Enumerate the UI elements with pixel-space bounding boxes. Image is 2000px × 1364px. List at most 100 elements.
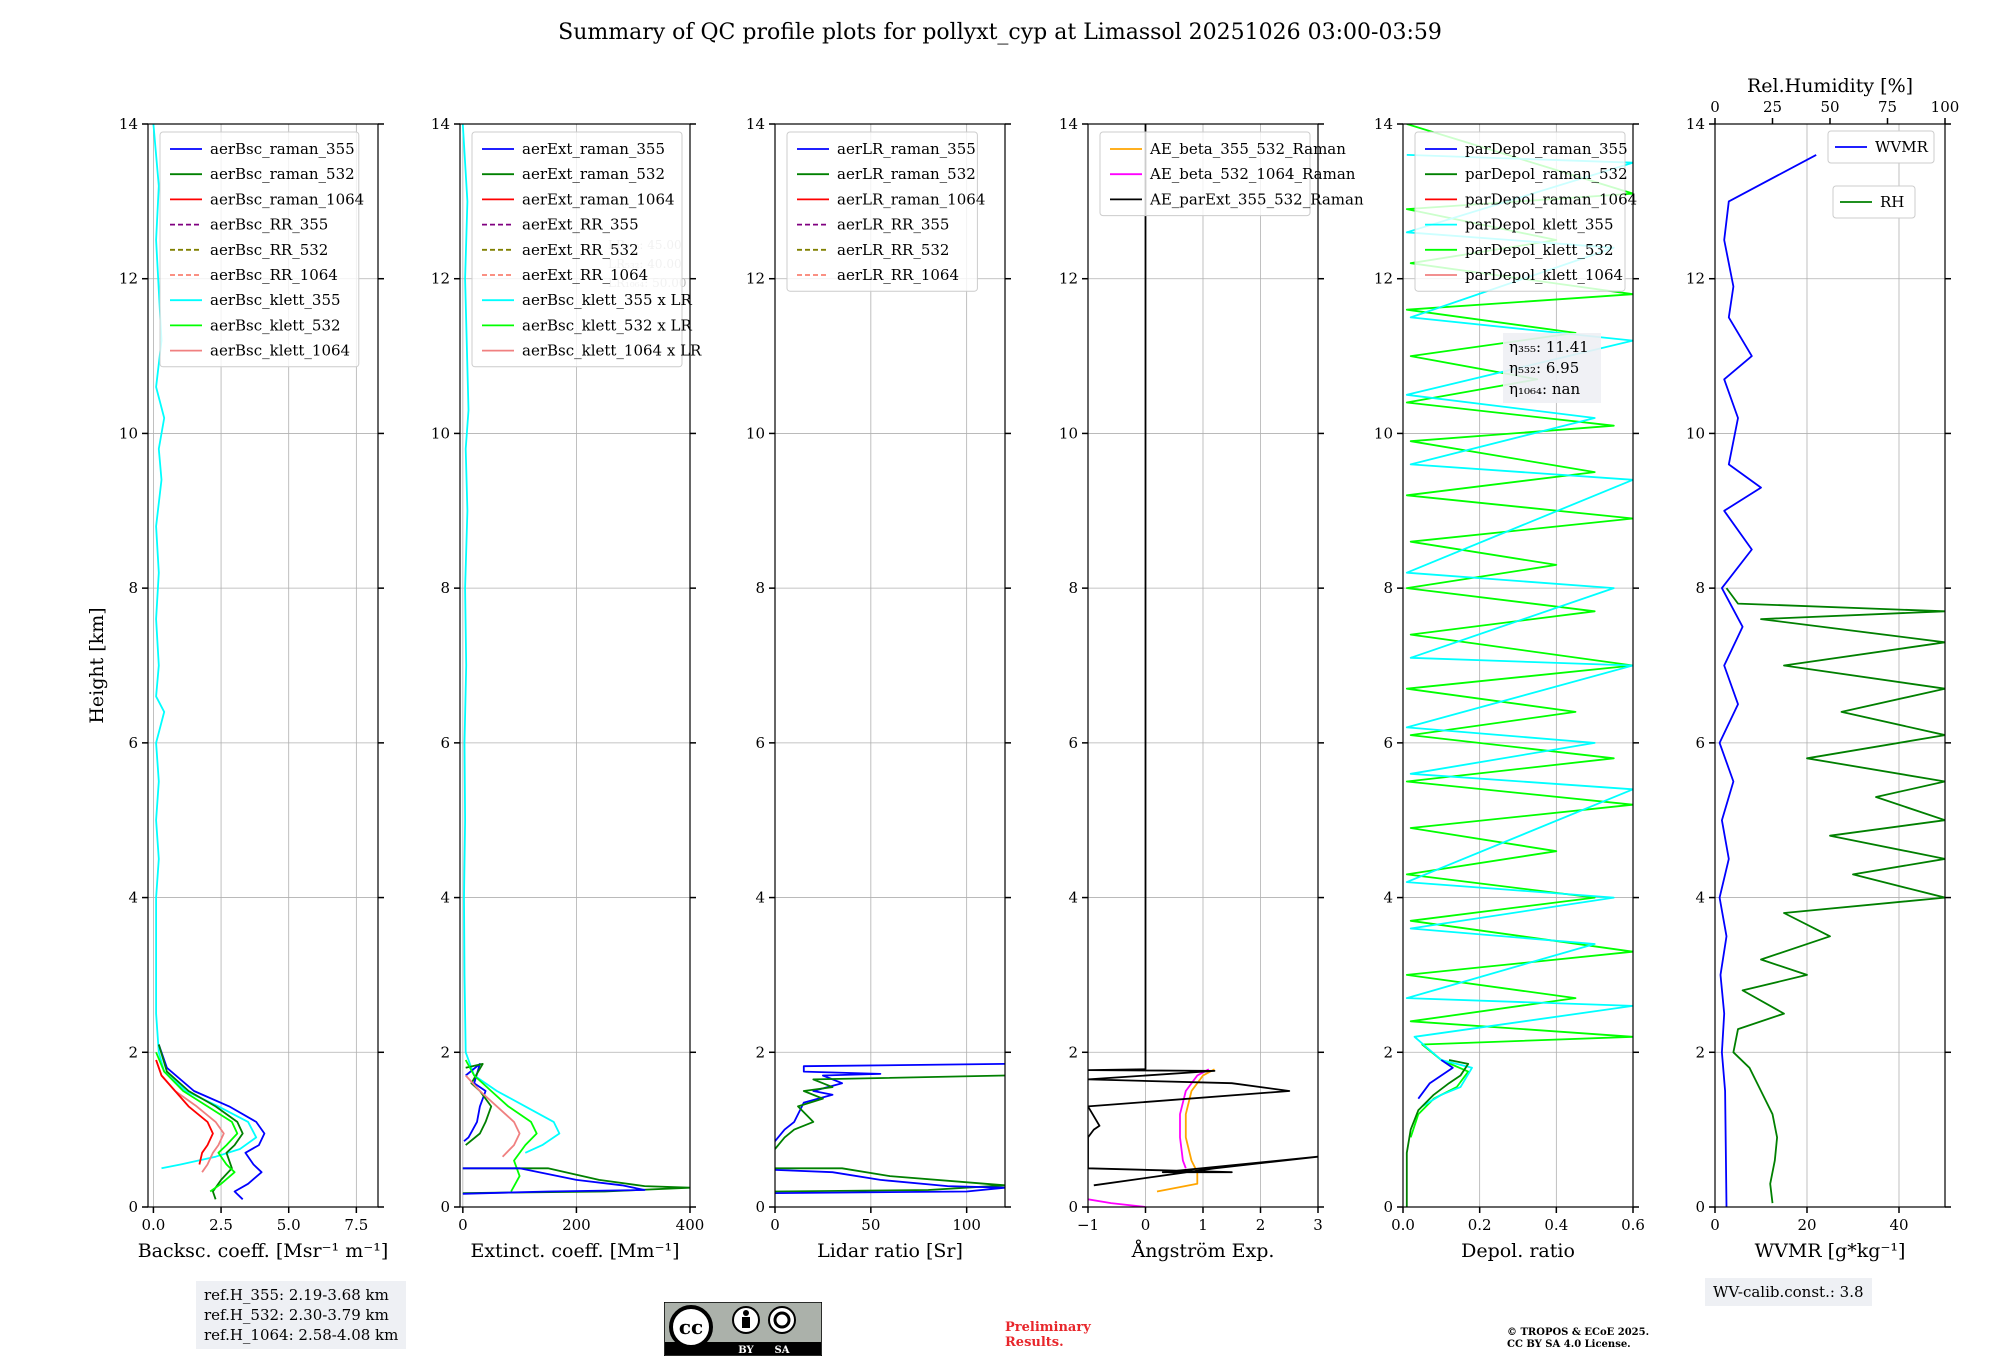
legend-label: aerBsc_RR_1064 bbox=[210, 266, 338, 284]
y-tick-label: 2 bbox=[755, 1043, 765, 1061]
ref-height-355: ref.H_355: 2.19-3.68 km bbox=[204, 1286, 389, 1304]
series-line bbox=[775, 1167, 1005, 1193]
legend-label: aerBsc_klett_355 x LR bbox=[522, 291, 693, 309]
series-line bbox=[155, 1051, 239, 1193]
y-tick-label: 6 bbox=[1695, 734, 1705, 752]
figure-title: Summary of QC profile plots for pollyxt_… bbox=[558, 20, 1442, 45]
y-tick-label: 2 bbox=[440, 1043, 450, 1061]
legend-label: aerBsc_raman_1064 bbox=[210, 190, 364, 208]
legend-box bbox=[786, 131, 978, 292]
panel-extinction: 0 2 4 6 8 10 12 14 0 200 400 Extinct. coeff. [Mm⁻¹]… bbox=[431, 115, 704, 1262]
x-tick-label: 2 bbox=[1256, 1216, 1266, 1234]
y-tick-label: 4 bbox=[128, 889, 138, 907]
sa-label: SA bbox=[775, 1345, 790, 1356]
legend-label: aerBsc_klett_1064 x LR bbox=[522, 342, 702, 360]
eta-annotation: η₃₅₅: 11.41 bbox=[1509, 338, 1589, 356]
x-axis-label: WVMR [g*kg⁻¹] bbox=[1755, 1240, 1906, 1262]
y-axis-label: Height [km] bbox=[86, 607, 108, 723]
y-tick-label: 10 bbox=[746, 424, 765, 442]
top-x-tick-label: 25 bbox=[1763, 98, 1782, 116]
y-tick-label: 6 bbox=[1068, 734, 1078, 752]
y-tick-label: 10 bbox=[1059, 424, 1078, 442]
y-tick-label: 14 bbox=[1059, 115, 1078, 133]
x-tick-label: 0.4 bbox=[1544, 1216, 1568, 1234]
x-axis-label: Depol. ratio bbox=[1461, 1240, 1575, 1262]
legend-label: aerBsc_klett_355 bbox=[210, 291, 341, 309]
y-tick-label: 8 bbox=[440, 579, 450, 597]
x-tick-label: 7.5 bbox=[344, 1216, 368, 1234]
legend-label: parDepol_klett_532 bbox=[1465, 241, 1614, 259]
legend-label: aerLR_RR_532 bbox=[837, 241, 949, 259]
series-line bbox=[465, 1063, 493, 1146]
series-line bbox=[1725, 587, 1945, 1204]
legend-label: aerExt_raman_355 bbox=[522, 140, 665, 158]
y-tick-label: 8 bbox=[1383, 579, 1393, 597]
legend-label: parDepol_klett_355 bbox=[1465, 216, 1614, 234]
top-x-tick-label: 50 bbox=[1820, 98, 1839, 116]
panel-wvmr: 0 2 4 6 8 10 12 14 0 20 40 WVMR [g*kg⁻¹] 0 25 50 75 100 R… bbox=[1686, 75, 1959, 1262]
legend-box-wvmr bbox=[1827, 130, 1935, 164]
legend-label: aerExt_RR_355 bbox=[522, 216, 639, 234]
axes-frame bbox=[774, 123, 1006, 1208]
y-tick-label: 2 bbox=[1383, 1043, 1393, 1061]
preliminary-line-2: Results. bbox=[1005, 1335, 1064, 1350]
y-tick-label: 6 bbox=[440, 734, 450, 752]
series-line bbox=[1088, 124, 1318, 1187]
legend-label: aerExt_raman_532 bbox=[522, 165, 665, 183]
top-x-axis-label: Rel.Humidity [%] bbox=[1747, 75, 1913, 97]
y-tick-label: 10 bbox=[431, 424, 450, 442]
y-tick-label: 0 bbox=[1383, 1198, 1393, 1216]
legend-box-rh bbox=[1832, 185, 1916, 219]
wv-calib-box: WV-calib.const.: 3.8 bbox=[1705, 1278, 1872, 1306]
series-line bbox=[1088, 1198, 1146, 1207]
y-tick-label: 2 bbox=[128, 1043, 138, 1061]
legend-label: AE_beta_355_532_Raman bbox=[1149, 140, 1346, 158]
top-x-tick-label: 100 bbox=[1931, 98, 1960, 116]
copyright-line-1: © TROPOS & ECoE 2025. bbox=[1507, 1327, 1650, 1338]
panel-backscatter: 0 2 4 6 8 10 12 14 0.0 2.5 5.0 7.5 Backsc. coeff. [M… bbox=[86, 115, 388, 1262]
series-line bbox=[1417, 1059, 1454, 1100]
legend-label: aerBsc_RR_355 bbox=[210, 216, 328, 234]
legend-label: aerBsc_raman_532 bbox=[210, 165, 355, 183]
series-line bbox=[155, 1059, 225, 1173]
cc-by-sa-badge: cc BY SA bbox=[664, 1302, 822, 1356]
y-tick-label: 12 bbox=[431, 270, 450, 288]
badge-footer bbox=[665, 1342, 821, 1355]
top-x-tick-label: 75 bbox=[1878, 98, 1897, 116]
y-tick-label: 6 bbox=[755, 734, 765, 752]
y-tick-label: 14 bbox=[1374, 115, 1393, 133]
legend-label: WVMR bbox=[1875, 138, 1929, 156]
y-tick-label: 10 bbox=[119, 424, 138, 442]
by-label: BY bbox=[738, 1345, 754, 1356]
by-icon-body bbox=[742, 1317, 750, 1328]
series-line bbox=[1156, 1068, 1215, 1193]
legend-box bbox=[1099, 131, 1311, 217]
x-tick-label: 200 bbox=[562, 1216, 591, 1234]
x-tick-label: 20 bbox=[1797, 1216, 1816, 1234]
y-tick-label: 2 bbox=[1068, 1043, 1078, 1061]
x-tick-label: 400 bbox=[676, 1216, 705, 1234]
eta-annotation: η₅₃₂: 6.95 bbox=[1509, 359, 1579, 377]
x-tick-label: 100 bbox=[952, 1216, 981, 1234]
legend-label: aerLR_raman_1064 bbox=[837, 190, 985, 208]
x-axis-label: Extinct. coeff. [Mm⁻¹] bbox=[470, 1240, 679, 1262]
legend-label: aerLR_RR_1064 bbox=[837, 266, 959, 284]
series-line bbox=[1718, 154, 1817, 1207]
x-tick-label: 5.0 bbox=[277, 1216, 301, 1234]
legend-label: AE_beta_532_1064_Raman bbox=[1149, 165, 1356, 183]
legend-label: aerLR_RR_355 bbox=[837, 216, 949, 234]
legend-label: aerExt_RR_532 bbox=[522, 241, 639, 259]
y-tick-label: 12 bbox=[1374, 270, 1393, 288]
x-tick-label: 0 bbox=[1710, 1216, 1720, 1234]
series-line bbox=[461, 124, 561, 1154]
annotation-box bbox=[1503, 333, 1601, 403]
legend-label: aerBsc_RR_532 bbox=[210, 241, 328, 259]
legend-label: parDepol_raman_355 bbox=[1465, 140, 1628, 158]
y-tick-label: 6 bbox=[1383, 734, 1393, 752]
axes-frame bbox=[1714, 123, 1946, 1208]
y-tick-label: 0 bbox=[1068, 1198, 1078, 1216]
copyright-note: © TROPOS & ECoE 2025. CC BY SA 4.0 Licen… bbox=[1507, 1327, 1649, 1351]
series-line bbox=[1405, 1059, 1470, 1207]
x-tick-label: 50 bbox=[861, 1216, 880, 1234]
